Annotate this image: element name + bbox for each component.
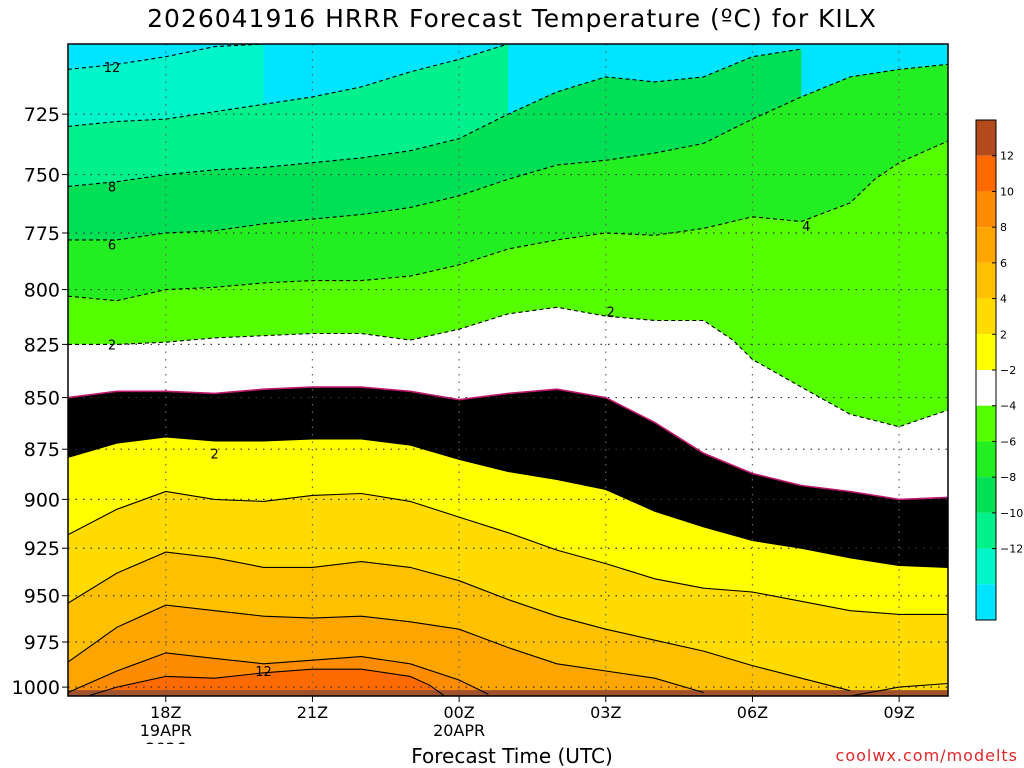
contour-fill-group [68, 44, 948, 696]
source-watermark[interactable]: coolwx.com/modelts [835, 746, 1018, 765]
isotherm-line--2 [68, 306, 948, 428]
y-tick-label: 825 [24, 334, 60, 356]
colorbar-label: −6 [1000, 435, 1016, 448]
y-tick-label: 975 [24, 632, 60, 654]
colorbar-swatch [976, 441, 996, 478]
x-tick-label: 20APR [433, 721, 485, 740]
x-tick-label: 19APR [140, 721, 192, 740]
colorbar-swatch [976, 262, 996, 299]
y-tick-label: 875 [24, 439, 60, 461]
colorbar-label: −10 [1000, 507, 1023, 520]
colorbar-label: −2 [1000, 364, 1016, 377]
isotherm-line-0 [68, 386, 948, 501]
colorbar-swatch [976, 120, 996, 156]
isotherm-line-10 [68, 652, 489, 695]
y-tick-label: 950 [24, 586, 60, 608]
x-tick-label: 00Z [443, 703, 474, 722]
contour-label: 6 [108, 238, 116, 253]
colorbar-swatch [976, 191, 996, 228]
colorbar-swatch [976, 548, 996, 585]
plot-frame [67, 43, 949, 697]
contour-label: 2 [607, 306, 615, 321]
isotherm-line-2 [68, 436, 948, 568]
y-tick-label: 1000 [12, 677, 60, 699]
y-tick-label: 900 [24, 489, 60, 511]
isotherm-line-8 [68, 604, 704, 694]
x-tick-label: 18Z [150, 703, 181, 722]
isotherm-line--2 [850, 682, 948, 696]
x-tick-label: 09Z [883, 703, 914, 722]
colorbar-swatch [976, 155, 996, 192]
contour-label: 4 [802, 220, 810, 235]
colorbar-label: 10 [1000, 185, 1014, 198]
time-height-chart: 12 8 6 2 2 4 2 12 725 750 775 800 825 850 875 900 925 950… [12, 43, 1023, 744]
band-fill-12 [87, 669, 445, 696]
isotherm-line--10 [68, 44, 509, 127]
y-tick-label: 925 [24, 538, 60, 560]
colorbar-label: −12 [1000, 543, 1023, 556]
x-tick-label: 2026 [145, 739, 186, 744]
x-tick-label: 06Z [737, 703, 768, 722]
colorbar-swatch [976, 477, 996, 513]
y-tick-label: 750 [24, 165, 60, 187]
x-tick-label: 03Z [590, 703, 621, 722]
colorbar-label: −4 [1000, 400, 1016, 413]
chart-title: 2026041916 HRRR Forecast Temperature (ºC… [147, 4, 877, 33]
contour-label: 2 [108, 338, 116, 353]
contour-label: 8 [108, 180, 116, 195]
colorbar-swatch [976, 227, 996, 263]
ground-surface [68, 690, 948, 696]
colorbar-swatch [976, 370, 996, 406]
y-tick-label: 850 [24, 388, 60, 410]
colorbar-swatch [976, 334, 996, 370]
x-axis-label: Forecast Time (UTC) [411, 744, 613, 768]
colorbar: 12 10 8 6 4 2 −2 −4 −6 −8 −10 −12 [975, 119, 1023, 621]
y-tick-label: 775 [24, 223, 60, 245]
isotherm-line--6 [68, 63, 948, 241]
isotherm-line--4 [68, 140, 948, 302]
colorbar-swatch [976, 512, 996, 549]
colorbar-swatch [976, 298, 996, 335]
isotherm-line-4 [68, 490, 948, 615]
colorbar-label: −8 [1000, 471, 1016, 484]
y-tick-label: 800 [24, 280, 60, 302]
contour-label: 12 [104, 61, 121, 76]
isotherm-line-6 [68, 551, 851, 692]
colorbar-label: 6 [1000, 257, 1007, 270]
contour-label: 2 [211, 447, 219, 462]
colorbar-label: 4 [1000, 293, 1007, 306]
contour-label: 12 [255, 665, 272, 680]
colorbar-label: 2 [1000, 328, 1007, 341]
y-tick-label: 725 [24, 104, 60, 126]
isotherm-line--12 [68, 44, 264, 70]
x-tick-label: 21Z [297, 703, 328, 722]
colorbar-label: 12 [1000, 150, 1014, 163]
colorbar-swatch [976, 405, 996, 442]
contour-line-group [68, 44, 948, 696]
colorbar-label: 8 [1000, 221, 1007, 234]
colorbar-swatch [976, 584, 996, 620]
isotherm-line-12 [87, 668, 445, 696]
